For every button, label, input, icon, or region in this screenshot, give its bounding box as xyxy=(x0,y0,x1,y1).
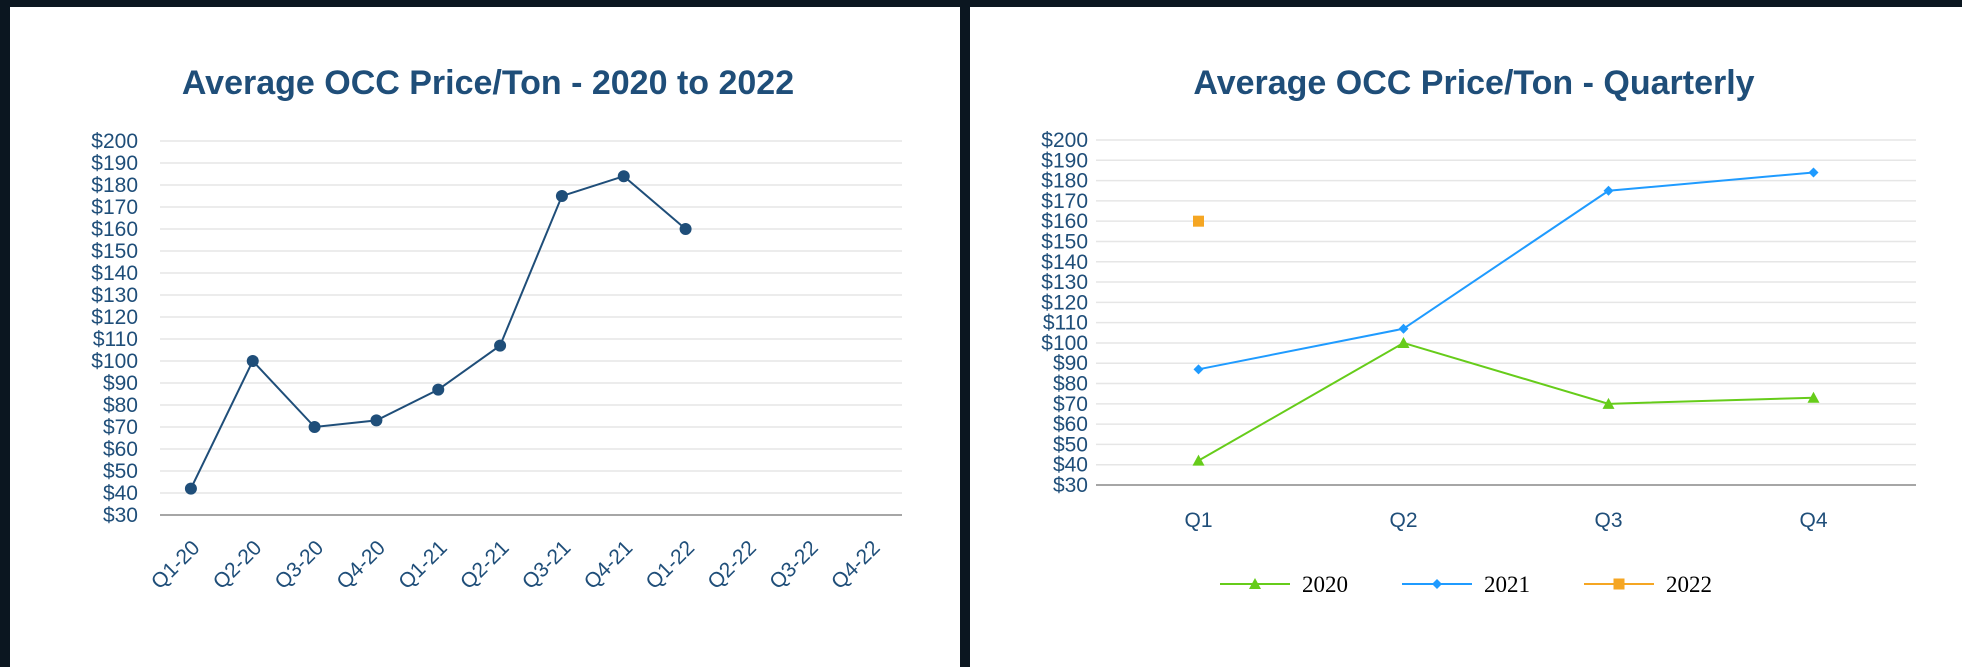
y-tick-label: $60 xyxy=(103,438,138,461)
data-point xyxy=(1603,185,1614,196)
x-tick-label: Q1-20 xyxy=(147,536,205,594)
y-tick-label: $130 xyxy=(91,284,138,307)
data-point xyxy=(1807,391,1820,403)
series-line xyxy=(1198,341,1814,462)
y-tick-label: $190 xyxy=(91,152,138,175)
data-point xyxy=(370,414,383,427)
y-tick-label: $200 xyxy=(91,130,138,153)
data-point xyxy=(1397,336,1410,348)
y-tick-label: $150 xyxy=(91,240,138,263)
legend-label: 2022 xyxy=(1666,572,1712,597)
legend-marker xyxy=(1613,578,1625,590)
x-tick-label: Q1-22 xyxy=(642,536,700,594)
x-tick-label: Q4-21 xyxy=(580,536,638,594)
x-tick-label: Q4-22 xyxy=(827,536,885,594)
y-tick-label: $110 xyxy=(1043,312,1088,335)
y-tick-label: $180 xyxy=(1041,170,1088,193)
y-tick-label: $80 xyxy=(1053,373,1088,396)
y-tick-label: $40 xyxy=(103,482,138,505)
x-tick-label: Q3-21 xyxy=(518,536,576,594)
data-point xyxy=(617,170,630,183)
y-tick-label: $50 xyxy=(1053,433,1088,456)
y-tick-label: $70 xyxy=(103,416,138,439)
y-tick-label: $160 xyxy=(1041,210,1088,233)
x-tick-label: Q4-20 xyxy=(332,536,390,594)
y-tick-label: $130 xyxy=(1041,271,1088,294)
y-tick-label: $120 xyxy=(1041,291,1088,314)
y-tick-label: $40 xyxy=(1053,454,1088,477)
data-point xyxy=(184,482,197,495)
y-tick-label: $160 xyxy=(91,218,138,241)
x-tick-label: Q2 xyxy=(1389,509,1417,532)
occ-price-2020-2022-chart: Average OCC Price/Ton - 2020 to 2022$30$… xyxy=(91,64,902,594)
data-point xyxy=(1192,454,1205,466)
chart-title: Average OCC Price/Ton - 2020 to 2022 xyxy=(182,64,794,102)
legend-marker xyxy=(1432,579,1442,589)
data-point xyxy=(1398,323,1409,334)
data-point xyxy=(1193,364,1204,375)
chart-title: Average OCC Price/Ton - Quarterly xyxy=(1193,64,1754,102)
legend-label: 2020 xyxy=(1302,572,1348,597)
y-tick-label: $70 xyxy=(1053,393,1088,416)
data-point xyxy=(555,190,568,202)
x-tick-label: Q2-21 xyxy=(456,536,514,594)
data-point xyxy=(1808,167,1819,178)
left-chart-panel: Average OCC Price/Ton - 2020 to 2022 $30 $… xyxy=(0,0,966,667)
y-tick-label: $180 xyxy=(91,174,138,197)
y-tick-label: $140 xyxy=(1041,251,1088,274)
y-tick-label: $100 xyxy=(91,350,138,373)
y-tick-label: $110 xyxy=(93,328,138,351)
y-tick-label: $170 xyxy=(91,196,138,219)
occ-price-quarterly-chart: Average OCC Price/Ton - Quarterly$30$40$… xyxy=(1041,64,1916,597)
y-tick-label: $80 xyxy=(103,394,138,417)
legend-label: 2021 xyxy=(1484,572,1530,597)
x-tick-label: Q4 xyxy=(1799,509,1827,532)
y-tick-label: $150 xyxy=(1041,230,1088,253)
y-tick-label: $140 xyxy=(91,262,138,285)
x-tick-label: Q1-21 xyxy=(394,536,452,594)
data-point xyxy=(246,355,259,367)
data-point xyxy=(679,223,692,235)
y-tick-label: $100 xyxy=(1041,332,1088,355)
y-tick-label: $90 xyxy=(1053,352,1088,375)
y-tick-label: $50 xyxy=(103,460,138,483)
y-tick-label: $190 xyxy=(1041,149,1088,172)
data-point xyxy=(308,421,321,433)
legend-marker xyxy=(1249,578,1261,589)
y-tick-label: $90 xyxy=(103,372,138,395)
x-tick-label: Q3 xyxy=(1594,509,1622,532)
right-chart-panel: Average OCC Price/Ton - Quarterly $30 $40 $… xyxy=(966,0,1962,667)
data-point xyxy=(1602,397,1615,409)
x-tick-label: Q2-20 xyxy=(209,536,267,594)
y-tick-label: $30 xyxy=(103,504,138,527)
y-tick-label: $30 xyxy=(1053,474,1088,497)
x-tick-label: Q2-22 xyxy=(703,536,761,594)
x-tick-label: Q1 xyxy=(1184,509,1212,532)
data-point xyxy=(1193,215,1204,227)
y-tick-label: $60 xyxy=(1053,413,1088,436)
series-line xyxy=(1198,171,1814,371)
x-tick-label: Q3-22 xyxy=(765,536,823,594)
data-point xyxy=(432,383,445,396)
series-line xyxy=(190,175,687,490)
y-tick-label: $170 xyxy=(1041,190,1088,213)
data-point xyxy=(494,339,507,352)
x-tick-label: Q3-20 xyxy=(271,536,329,594)
y-tick-label: $120 xyxy=(91,306,138,329)
y-tick-label: $200 xyxy=(1041,129,1088,152)
